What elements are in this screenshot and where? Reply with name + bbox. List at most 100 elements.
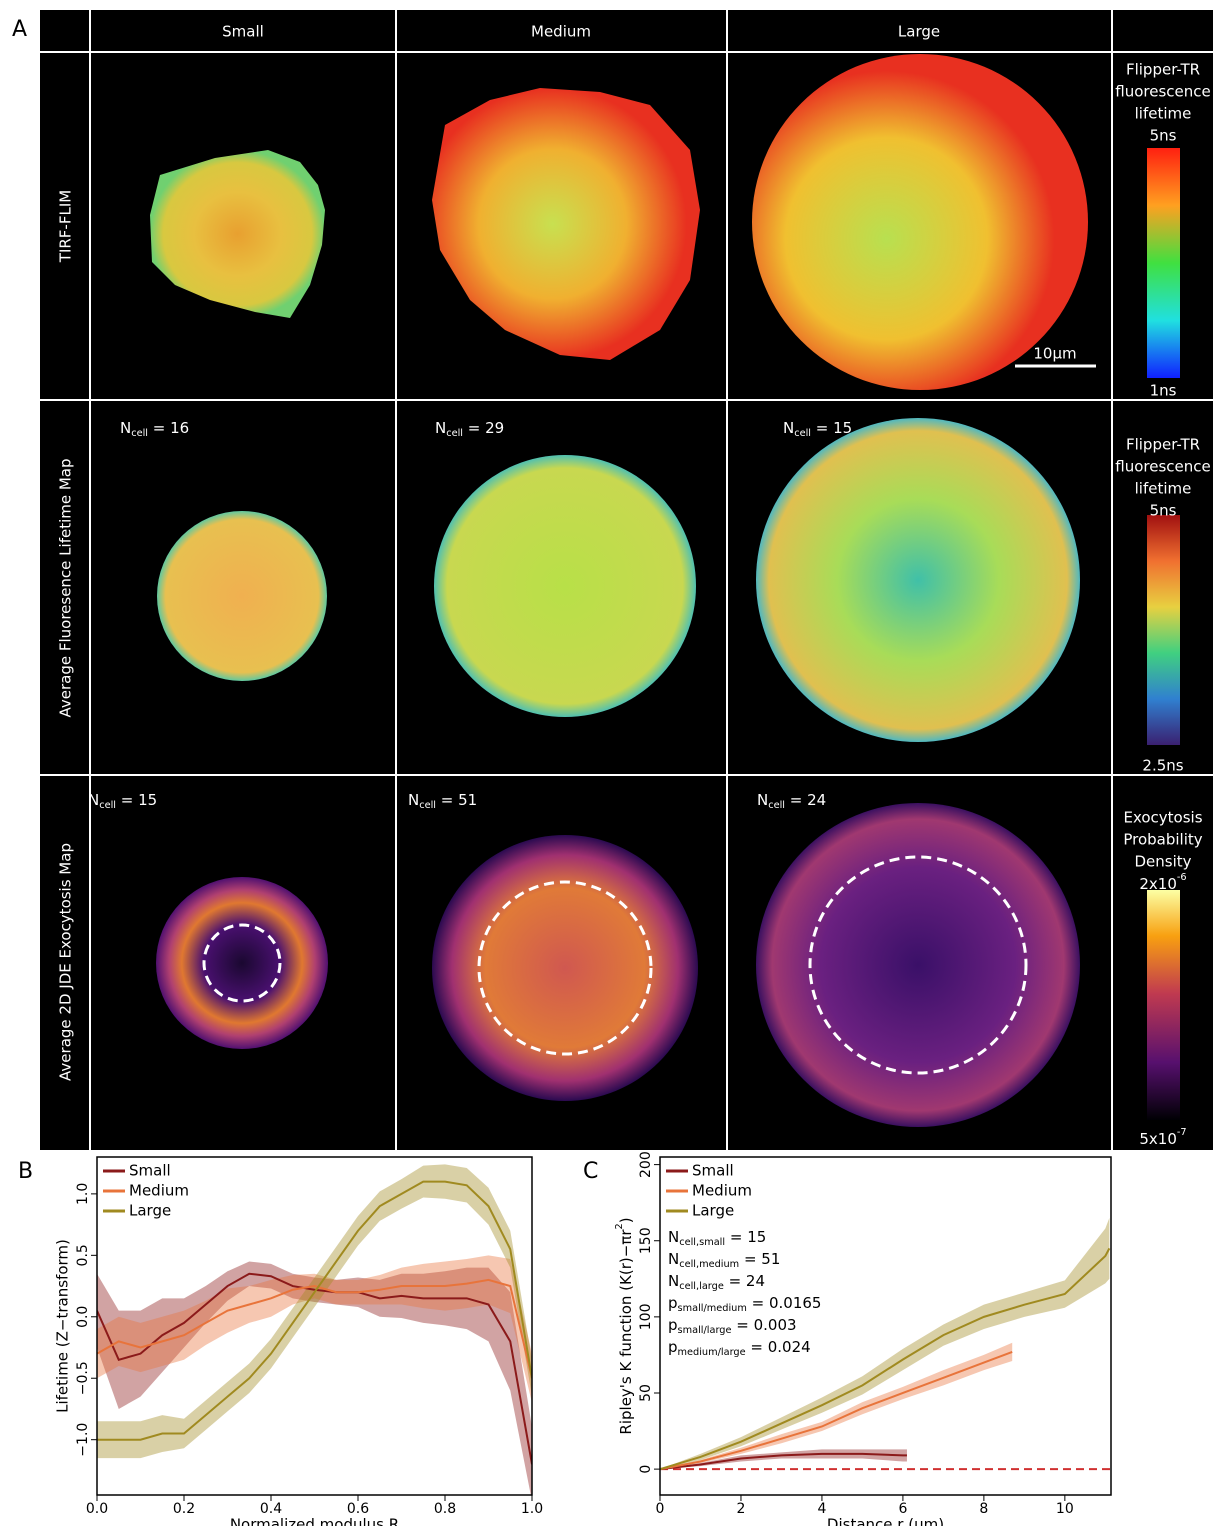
error-band <box>660 1217 1110 1470</box>
row-header: Average Fluoresence Lifetime Map <box>57 458 75 717</box>
text-part: = 15 <box>811 419 852 437</box>
text-part: N <box>668 1250 679 1268</box>
text-part: = 0.0165 <box>747 1294 822 1312</box>
y-tick-label: 1.0 <box>75 1183 91 1205</box>
x-tick-label: 0.2 <box>173 1501 195 1517</box>
colorbar-title: fluorescence <box>1115 458 1210 476</box>
annotation: psmall/large = 0.003 <box>668 1316 797 1337</box>
column-header: Large <box>898 23 940 41</box>
plot-frame <box>659 1156 1112 1496</box>
text-part: = 15 <box>725 1228 766 1246</box>
n-cell-label: Ncell = 24 <box>757 791 826 812</box>
x-tick-label: 4 <box>817 1501 826 1517</box>
colorbar-title: fluorescence <box>1115 83 1210 101</box>
x-tick-label: 2 <box>737 1501 746 1517</box>
legend-label: Medium <box>129 1182 189 1200</box>
y-tick-label: 200 <box>638 1151 654 1178</box>
panel-label: C <box>583 1159 598 1184</box>
text-part: = 16 <box>148 419 189 437</box>
series-line <box>97 1180 532 1441</box>
y-tick-label: −0.5 <box>75 1361 91 1395</box>
row-header: Average 2D JDE Exocytosis Map <box>57 843 75 1081</box>
plot-area <box>660 1217 1111 1471</box>
colorbar <box>1147 515 1180 745</box>
text-part: N <box>408 791 419 809</box>
text-part: = 24 <box>785 791 826 809</box>
colorbar-title: Probability <box>1123 831 1202 849</box>
text-part: = 0.003 <box>732 1316 797 1334</box>
y-tick-label: 0 <box>638 1465 654 1474</box>
y-axis-label: Lifetime (Z−transform) <box>54 1239 72 1413</box>
text-part: N <box>783 419 794 437</box>
text-part: = 0.024 <box>746 1338 811 1356</box>
x-tick-label: 0.8 <box>434 1501 456 1517</box>
text-part: p <box>668 1338 678 1356</box>
colorbar-title: lifetime <box>1135 480 1192 498</box>
text-part: cell <box>419 800 436 811</box>
x-axis-label: Distance r (µm) <box>827 1516 944 1526</box>
text-part: cell,medium <box>679 1259 739 1270</box>
legend-label: Medium <box>692 1182 752 1200</box>
colorbar <box>1147 890 1180 1120</box>
x-tick-label: 10 <box>1056 1501 1074 1517</box>
x-tick-label: 6 <box>898 1501 907 1517</box>
colorbar-min-label: 1ns <box>1150 382 1177 400</box>
colorbar-min-label: 2.5ns <box>1142 757 1183 775</box>
annotation: Ncell,small = 15 <box>668 1228 766 1249</box>
legend-label: Small <box>129 1162 171 1180</box>
plot-frame <box>96 1156 533 1496</box>
text-part: cell <box>768 800 785 811</box>
y-tick-label: 0.0 <box>75 1306 91 1328</box>
cell-images <box>150 54 1096 1127</box>
error-band <box>97 1261 532 1495</box>
text-part: cell <box>99 800 116 811</box>
legend-label: Small <box>692 1162 734 1180</box>
text-part: = 51 <box>436 791 477 809</box>
colorbar-title: Exocytosis <box>1123 809 1202 827</box>
text-part: N <box>435 419 446 437</box>
text-part: = 29 <box>463 419 504 437</box>
x-axis-label: Normalized modulus R <box>230 1516 399 1526</box>
y-tick-label: −1.0 <box>75 1423 91 1457</box>
text-part: = 51 <box>739 1250 780 1268</box>
text-part: p <box>668 1316 678 1334</box>
annotation: psmall/medium = 0.0165 <box>668 1294 821 1315</box>
text-part: small/medium <box>678 1303 747 1314</box>
y-axis-label: Ripley's K function (K(r)−πr2) <box>614 1217 635 1434</box>
colorbar-title: lifetime <box>1135 105 1192 123</box>
panel-label: A <box>12 17 27 42</box>
text-part: p <box>668 1294 678 1312</box>
series-line <box>660 1452 907 1471</box>
text-part: cell,small <box>679 1237 725 1248</box>
text-part: N <box>120 419 131 437</box>
x-tick-label: 8 <box>979 1501 988 1517</box>
text-part: medium/large <box>678 1347 746 1358</box>
plot-area <box>97 1164 532 1495</box>
text-part: 2x10 <box>1139 875 1177 893</box>
panel-label: B <box>18 1159 33 1184</box>
text-part: N <box>88 791 99 809</box>
text-part: cell <box>131 428 148 439</box>
series-line <box>97 1272 532 1465</box>
annotation: Ncell,medium = 51 <box>668 1250 780 1271</box>
colorbar <box>1147 148 1180 378</box>
text-part: -6 <box>1177 872 1187 883</box>
text-part: small/large <box>678 1325 732 1336</box>
column-header: Medium <box>531 23 591 41</box>
series-line <box>660 1350 1013 1471</box>
colorbar-max-label: 2x10-6 <box>1139 872 1186 893</box>
text-part: N <box>668 1272 679 1290</box>
x-tick-label: 0.0 <box>86 1501 108 1517</box>
colorbar-title: Density <box>1134 853 1191 871</box>
y-tick-label: 50 <box>638 1384 654 1402</box>
text-part: = 24 <box>724 1272 765 1290</box>
series-line <box>660 1247 1111 1471</box>
scale-bar-label: 10µm <box>1033 345 1076 363</box>
text-part: ) <box>617 1217 635 1223</box>
colorbar-title: Flipper-TR <box>1126 436 1200 454</box>
x-tick-label: 1.0 <box>521 1501 543 1517</box>
n-cell-label: Ncell = 15 <box>88 791 157 812</box>
text-part: = 15 <box>116 791 157 809</box>
colorbar-title: Flipper-TR <box>1126 61 1200 79</box>
